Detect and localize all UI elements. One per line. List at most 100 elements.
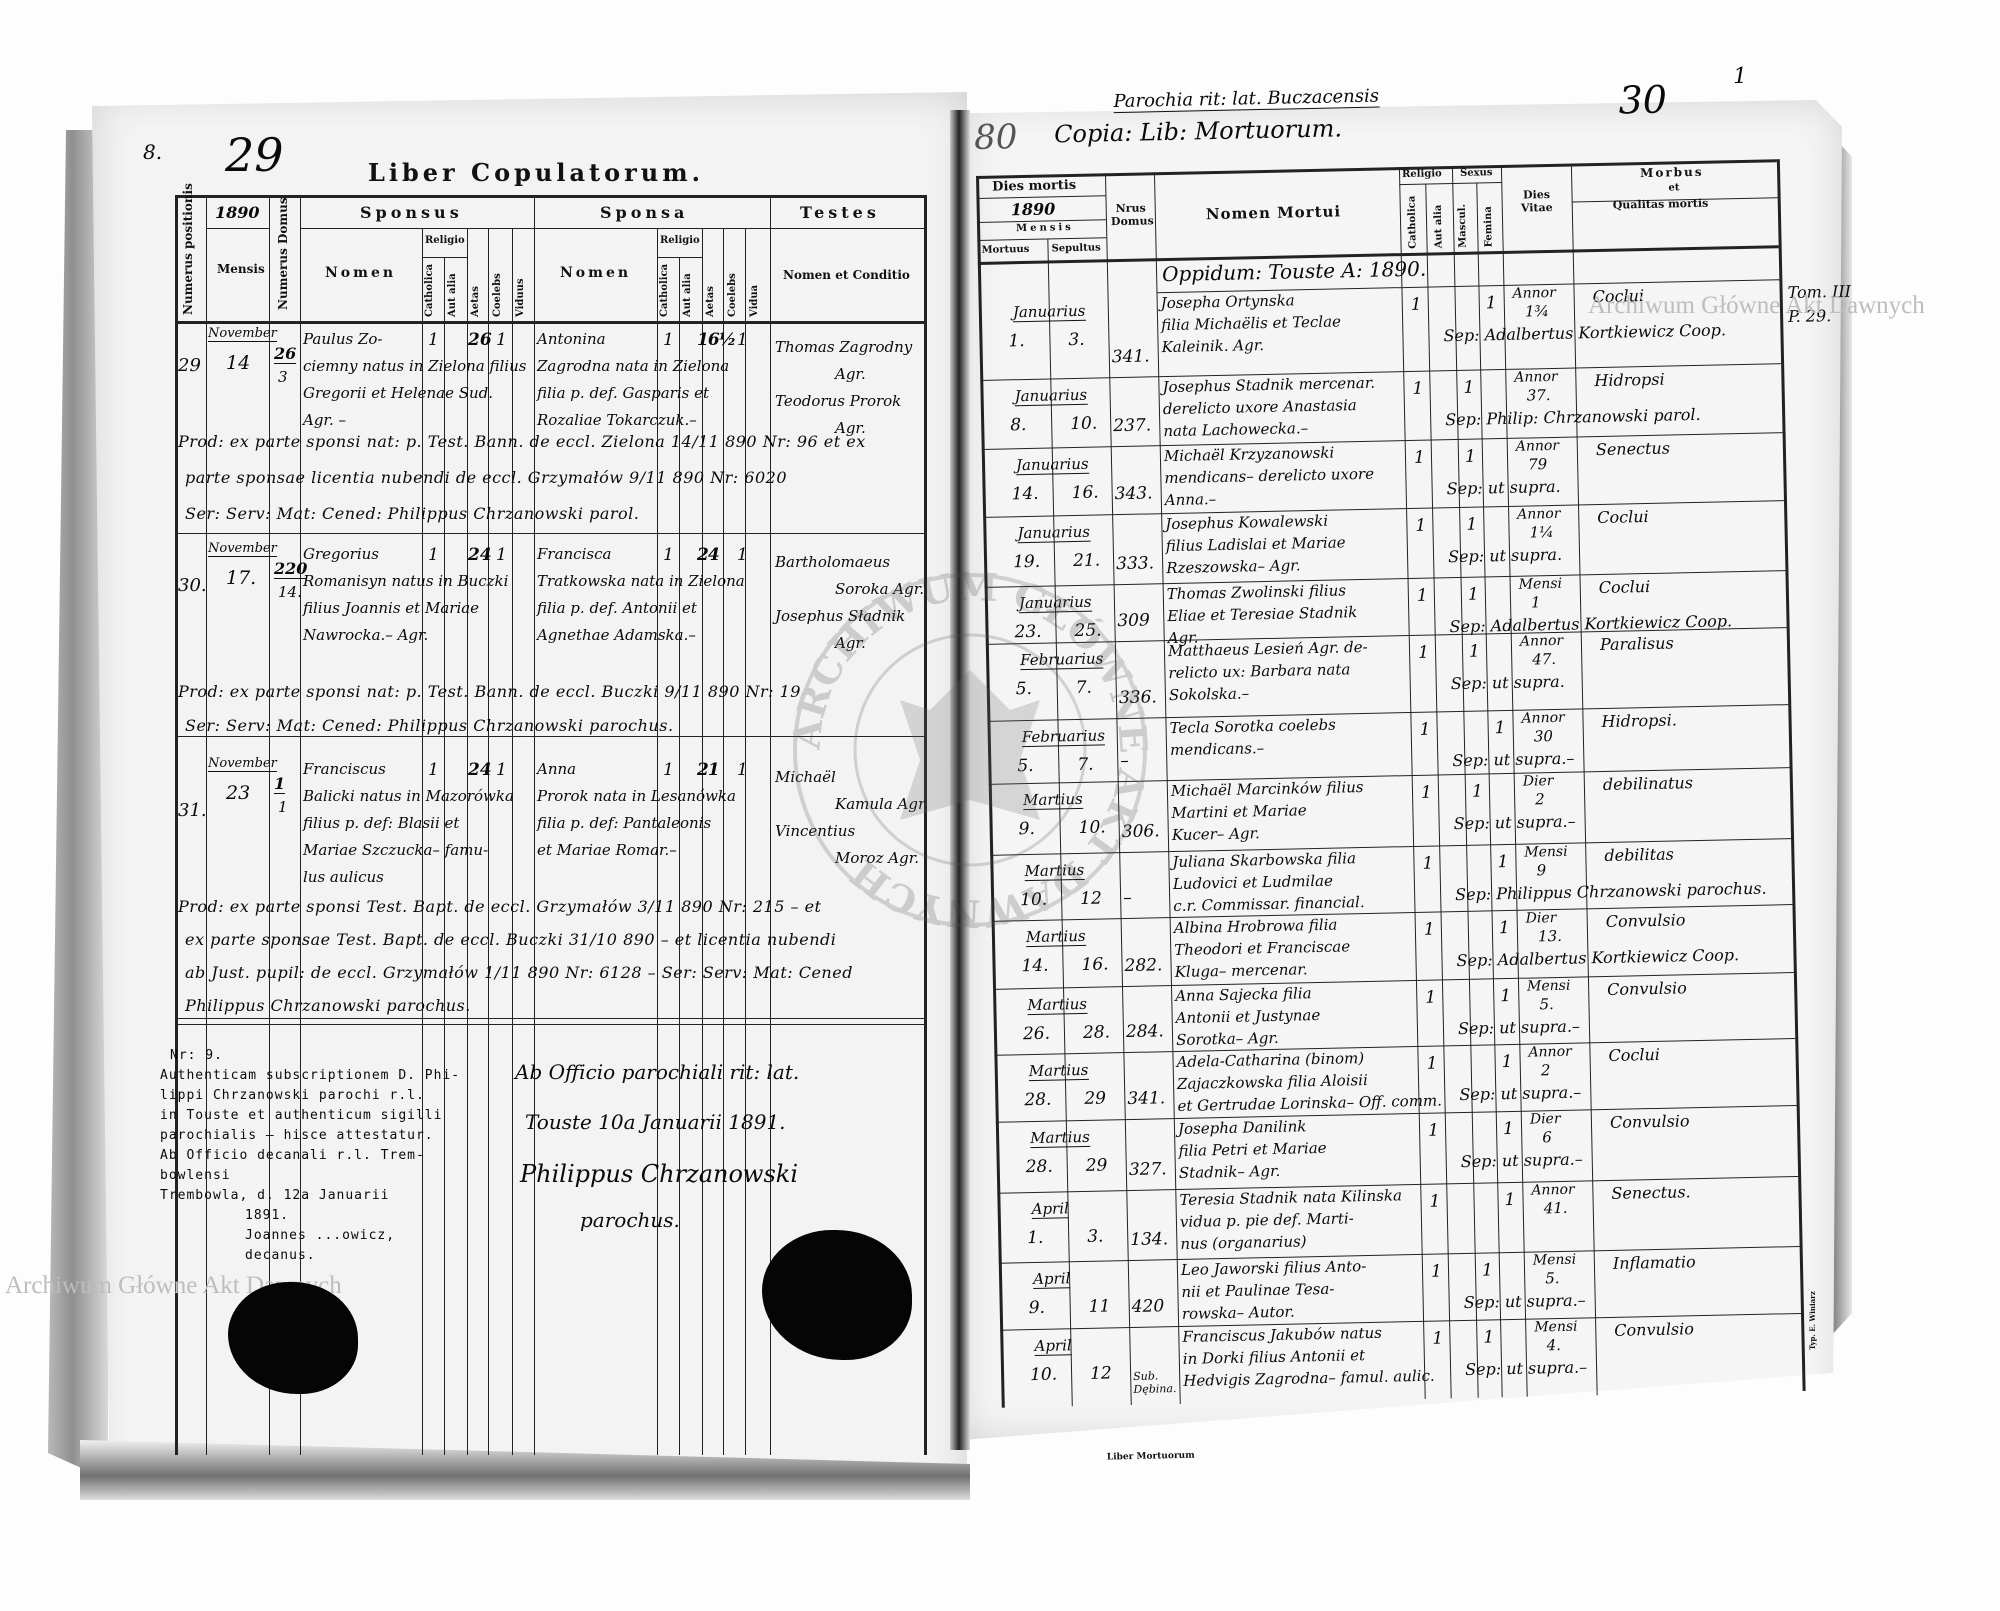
- entry-name-line: Thomas Zwolinski filius: [1166, 581, 1347, 604]
- entry-name-line: filius Ladislai et Mariae: [1165, 533, 1346, 556]
- entry-masculinum: 1: [1463, 377, 1475, 398]
- entry-name-line: Martini et Mariae: [1171, 801, 1307, 823]
- rule-vertical: [488, 228, 489, 1455]
- entry-mortuus: 28.: [1024, 1089, 1052, 1111]
- entry-month: April: [1032, 1269, 1071, 1290]
- header-morbus: Morbus: [1639, 164, 1704, 181]
- sponsus-line: lus aulicus: [303, 868, 384, 886]
- entry-name-line: nii et Paulinae Tesa-: [1181, 1279, 1335, 1301]
- entry-month: Januarius: [1014, 385, 1088, 407]
- entry-age: 5.: [1539, 995, 1554, 1014]
- testis-line: Moroz Agr.: [835, 849, 919, 867]
- entry-name-line: derelicto uxore Anastasia: [1162, 396, 1357, 419]
- entry-age: 30: [1533, 727, 1554, 746]
- rule-vertical: [467, 228, 468, 1455]
- entry-number: 31.: [178, 800, 207, 821]
- entry-month: Martius: [1029, 1127, 1091, 1149]
- entry-note: Prod: ex parte sponsi Test. Bapt. de ecc…: [178, 897, 822, 916]
- entry-age-unit: Annor: [1514, 368, 1558, 386]
- printer-imprint: Typ. E. Winiarz: [1808, 1291, 1817, 1350]
- entry-age-unit: Dier: [1525, 910, 1557, 927]
- attestation-line: lippi Chrzanowski parochi r.l.: [160, 1088, 425, 1103]
- entry-sepultura: Sep: ut supra.–: [1459, 1082, 1582, 1105]
- entry-sepultus: 29: [1085, 1155, 1108, 1176]
- rule-vertical: [770, 195, 771, 1455]
- entry-mortuus: 1.: [1027, 1227, 1044, 1249]
- entry-domus: 134.: [1130, 1229, 1169, 1250]
- header-masculinum: Mascul.: [1456, 203, 1469, 248]
- eagle-emblem-icon: [900, 670, 1040, 820]
- death-entry: April 9. 11 420 Leo Jaworski filius Anto-nii…: [0, 0, 1996, 1323]
- sponsa-coelebs: 1: [737, 545, 748, 565]
- entry-note: ab Just. pupil: de eccl. Grzymałów 1/11 …: [185, 963, 853, 982]
- header-religio: Religio: [660, 235, 700, 246]
- testis-line: Agr.: [835, 365, 866, 383]
- entry-name-line: mendicans– derelicto uxore: [1164, 464, 1375, 488]
- rule-vertical: [1570, 163, 1598, 1396]
- entry-age: 41.: [1543, 1198, 1568, 1218]
- entry-mortuus: 8.: [1010, 415, 1027, 436]
- rule-horizontal: [206, 228, 269, 229]
- entry-month: April: [1034, 1336, 1072, 1357]
- entry-sepultura: Sep: ut supra.–: [1457, 1016, 1581, 1039]
- death-entry: Martius 28. 29 327. Josepha Danilink filia Pe…: [0, 0, 1996, 1182]
- entry-morbus: Paralisus: [1599, 633, 1674, 655]
- sponsus-line: Mariae Szczucka– famu-: [303, 841, 489, 859]
- entry-femina: 1: [1504, 1189, 1516, 1211]
- sponsus-line: Balicki natus in Mazorówka: [303, 787, 514, 805]
- header-aut-alia: Aut alia: [1432, 204, 1445, 249]
- entry-mortuus: 14.: [1021, 955, 1049, 977]
- sponsus-coelebs: 1: [496, 760, 507, 780]
- header-sepultus: Sepultus: [1051, 242, 1101, 255]
- entry-month: Martius: [1028, 1060, 1089, 1082]
- attestation-line: Joannes ...owicz,: [245, 1228, 396, 1243]
- header-mortuus: Mortuus: [981, 243, 1030, 256]
- entry-domus-bottom: 1: [278, 798, 288, 816]
- entry-masculinum: 1: [1481, 1260, 1494, 1281]
- entry-name-line: et Gertrudae Lorinska– Off. comm.: [1177, 1091, 1443, 1115]
- rule-vertical: [512, 228, 513, 1455]
- parish-note: Parochia rit: lat. Buczacensis: [1113, 85, 1380, 114]
- entry-morbus: Hidropsi: [1594, 369, 1665, 391]
- death-entry: Januarius 14. 16. 343. Michaël Krzyzanowski m…: [0, 0, 1996, 509]
- rule-horizontal: [175, 1018, 924, 1019]
- entry-month: Januarius: [1015, 454, 1089, 476]
- rule-vertical: [444, 257, 445, 1455]
- death-entry: Martius 10. 12– Juliana Skarbowska filia Lud…: [0, 0, 1996, 915]
- header-year: 1890: [1010, 199, 1056, 220]
- testis-line: Josephus Sładnik: [775, 607, 906, 625]
- death-entry: Januarius 23. 25. 309 Thomas Zwolinski filiu…: [0, 0, 1996, 647]
- entry-day: 17.: [226, 567, 257, 589]
- entry-note: Prod: ex parte sponsi nat: p. Test. Bann…: [178, 432, 866, 451]
- attestation-line: Trembowla, d. 12a Januarii: [160, 1188, 390, 1203]
- entry-name-line: Adela-Catharina (binom): [1176, 1049, 1365, 1071]
- entry-name-line: Tecla Sorotka coelebs: [1169, 715, 1337, 738]
- locality-row: Oppidum: Touste A: 1890.: [1161, 256, 1427, 287]
- entry-catholica: 1: [1410, 294, 1422, 315]
- entry-name-line: Hedvigis Zagrodna– famul. aulic.: [1183, 1366, 1435, 1390]
- entry-sepultus: 12: [1089, 1363, 1112, 1384]
- entry-mortuus: 26.: [1022, 1023, 1051, 1045]
- header-mensis: Mensis: [1015, 221, 1074, 235]
- header-sexus: Sexus: [1459, 167, 1493, 179]
- entry-age-unit: Mensi: [1532, 1251, 1577, 1269]
- entry-name-line: in Dorki filius Antonii et: [1182, 1346, 1366, 1368]
- entry-note: Ser: Serv: Mat: Cened: Philippus Chrzano…: [185, 716, 674, 735]
- entry-morbus: Convulsio: [1609, 1111, 1690, 1132]
- rule-horizontal: [976, 195, 1106, 199]
- entry-mortuus: 10.: [1029, 1364, 1058, 1386]
- entry-name-line: Rzeszowska– Agr.: [1166, 556, 1301, 578]
- attestation-line: parochialis – hisce attestatur.: [160, 1128, 434, 1143]
- corner-mark: 1: [1732, 63, 1748, 90]
- ink-seal-blot: [762, 1230, 912, 1360]
- entry-age-unit: Annor: [1521, 709, 1565, 727]
- entry-morbus: Coclui: [1598, 576, 1651, 598]
- header-nrus: Nrus Domus: [1110, 201, 1154, 229]
- archive-stamp: ARCHIWUM GŁÓWNE AKT DAWNYCH: [783, 563, 1156, 936]
- entry-month: Januarius: [1017, 522, 1091, 544]
- testis-line: Michaël: [775, 768, 836, 786]
- entry-masculinum: 1: [1483, 1327, 1495, 1348]
- sponsus-aetas: 26: [468, 330, 492, 350]
- rule-vertical: [702, 228, 703, 1455]
- header-nomen-mortui: Nomen Mortui: [1205, 202, 1342, 224]
